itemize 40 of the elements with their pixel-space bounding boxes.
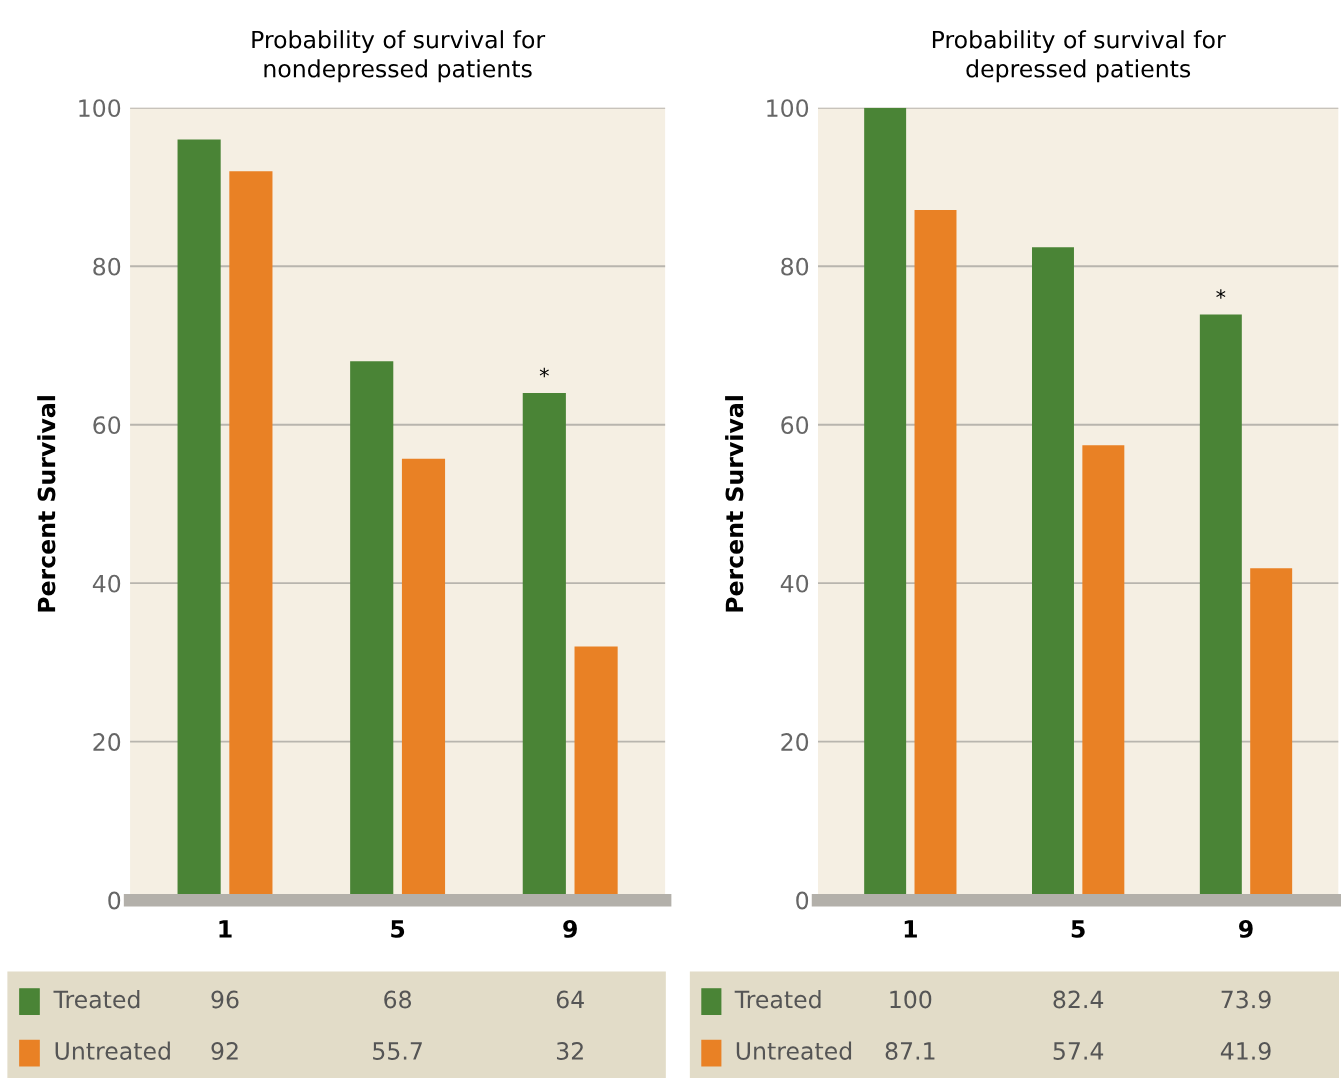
y-tick-label: 40 (92, 574, 121, 593)
data-label: 73.9 (1221, 990, 1271, 1009)
x-tick-label: 9 (563, 920, 577, 938)
y-tick-label: 80 (781, 257, 809, 276)
y-tick-label: 40 (780, 574, 809, 593)
legend-label: Treated (734, 990, 821, 1009)
y-axis-title: Percent Survival (725, 396, 744, 612)
data-label: 100 (890, 990, 932, 1009)
y-tick-label: 20 (93, 733, 121, 751)
legend-label: Untreated (736, 1041, 852, 1060)
y-tick-label: 20 (781, 733, 809, 751)
data-label: 32 (556, 1042, 583, 1060)
data-label: 96 (211, 990, 239, 1009)
chart-title: Probability of survival for depressed patients (932, 30, 1226, 83)
data-label: 41.9 (1220, 1042, 1271, 1060)
y-tick-label: 60 (781, 416, 809, 435)
data-label: 87.1 (885, 1042, 935, 1060)
data-label: 57.4 (1053, 1042, 1104, 1060)
annotation: * (539, 367, 549, 378)
data-label: 92 (211, 1042, 238, 1060)
chart-title: Probability of survival for nondepressed patients (252, 30, 546, 83)
x-tick-label: 1 (219, 920, 232, 938)
legend-label: Untreated (55, 1041, 170, 1060)
x-tick-label: 5 (391, 920, 405, 938)
data-label: 55.7 (373, 1042, 422, 1060)
legend-label: Treated (53, 990, 140, 1009)
y-tick-label: 0 (108, 891, 121, 910)
y-tick-label: 60 (93, 416, 121, 435)
y-tick-label: 0 (796, 891, 809, 910)
y-tick-label: 80 (93, 257, 121, 276)
y-tick-label: 100 (767, 99, 809, 118)
annotation: * (1216, 289, 1226, 299)
y-tick-label: 100 (79, 99, 121, 118)
data-label: 64 (556, 990, 584, 1009)
x-tick-label: 5 (1071, 920, 1085, 938)
data-label: 68 (384, 990, 412, 1009)
x-tick-label: 9 (1239, 920, 1253, 938)
data-label: 82.4 (1053, 990, 1104, 1009)
x-tick-label: 1 (904, 920, 917, 938)
y-axis-title: Percent Survival (37, 396, 56, 612)
